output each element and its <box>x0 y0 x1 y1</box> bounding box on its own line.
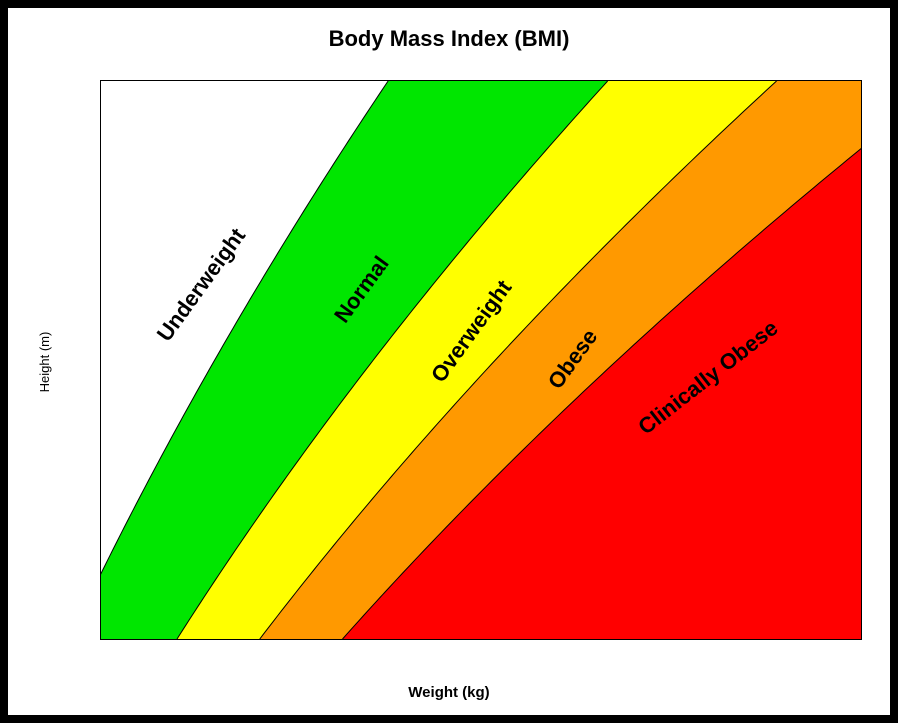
x-tick-label: 90 <box>515 639 532 640</box>
x-tick-label: 70 <box>346 639 363 640</box>
x-tick-label: 105 <box>637 639 662 640</box>
y-tick-label: 1.60 <box>100 445 101 462</box>
x-tick-label: 125 <box>806 639 831 640</box>
x-tick-label: 85 <box>473 639 490 640</box>
x-tick-label: 75 <box>388 639 405 640</box>
x-tick-label: 110 <box>680 639 704 640</box>
x-tick-label: 115 <box>722 639 746 640</box>
y-tick-label: 1.80 <box>100 259 101 276</box>
y-tick-label: 1.50 <box>100 538 101 555</box>
y-tick-label: 1.90 <box>100 166 101 183</box>
x-tick-label: 65 <box>304 639 321 640</box>
y-tick-label: 2.00 <box>100 80 101 90</box>
chart-frame: Body Mass Index (BMI) Height (m) Weight … <box>0 0 898 723</box>
x-tick-label: 50 <box>177 639 194 640</box>
chart-title: Body Mass Index (BMI) <box>8 26 890 52</box>
x-tick-label: 80 <box>430 639 447 640</box>
y-axis-label: Height (m) <box>37 331 52 392</box>
y-tick-label: 1.70 <box>100 352 101 369</box>
x-tick-label: 40 <box>100 639 109 640</box>
x-axis-label: Weight (kg) <box>8 684 890 701</box>
x-tick-label: 45 <box>135 639 152 640</box>
x-tick-label: 120 <box>764 639 789 640</box>
plot-area: 1.401.501.601.701.801.902.00404550556065… <box>100 80 862 640</box>
x-tick-label: 60 <box>262 639 279 640</box>
x-tick-label: 130 <box>848 639 862 640</box>
x-tick-label: 95 <box>557 639 574 640</box>
x-tick-label: 100 <box>595 639 620 640</box>
x-tick-label: 55 <box>219 639 236 640</box>
